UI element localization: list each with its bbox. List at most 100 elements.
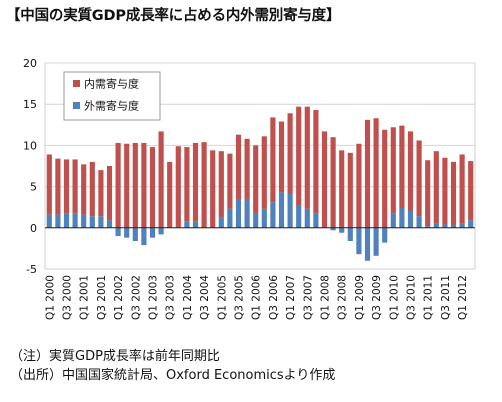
external-bar bbox=[158, 227, 164, 235]
external-bar bbox=[433, 223, 439, 228]
domestic-bar bbox=[304, 106, 310, 209]
external-bar bbox=[347, 227, 353, 241]
x-tick-label: Q3 2006 bbox=[268, 275, 280, 320]
external-bar bbox=[218, 217, 224, 228]
external-bar bbox=[81, 214, 87, 228]
external-bar bbox=[468, 220, 474, 228]
external-bar bbox=[287, 194, 293, 228]
domestic-bar bbox=[63, 159, 70, 214]
external-bar bbox=[89, 216, 95, 228]
footnote: （注）実質GDP成長率は前年同期比 bbox=[10, 349, 220, 364]
x-tick-label: Q3 2000 bbox=[62, 275, 74, 320]
external-bar bbox=[261, 208, 267, 228]
external-bar bbox=[235, 198, 242, 228]
x-tick-label: Q1 2003 bbox=[148, 275, 160, 320]
y-tick-label: 10 bbox=[23, 139, 37, 152]
external-bar bbox=[141, 227, 147, 246]
external-bar bbox=[124, 227, 130, 238]
domestic-bar bbox=[459, 154, 465, 224]
external-bar bbox=[227, 208, 233, 228]
x-axis-ticks: Q1 2000 Q3 2000 Q1 2001 Q3 2001 Q1 2002 Q3 20… bbox=[44, 275, 469, 320]
domestic-demand-bars bbox=[46, 106, 474, 228]
external-bar bbox=[296, 205, 302, 228]
external-bar bbox=[364, 227, 371, 261]
domestic-bar bbox=[89, 161, 95, 217]
domestic-bar bbox=[347, 152, 353, 228]
external-bar bbox=[72, 213, 78, 228]
legend-swatch-external bbox=[73, 102, 80, 109]
external-bar bbox=[244, 198, 250, 228]
domestic-bar bbox=[425, 160, 431, 227]
domestic-bar bbox=[433, 151, 439, 224]
domestic-bar bbox=[227, 153, 233, 209]
external-bar bbox=[55, 214, 61, 228]
external-bar bbox=[339, 227, 345, 233]
domestic-bar bbox=[210, 150, 216, 228]
x-tick-label: Q1 2004 bbox=[182, 275, 194, 320]
external-demand-bars bbox=[46, 192, 474, 261]
external-bar bbox=[63, 213, 70, 228]
external-bar bbox=[382, 227, 388, 243]
x-tick-label: Q1 2006 bbox=[251, 275, 263, 320]
x-tick-label: Q1 2002 bbox=[113, 275, 125, 320]
x-tick-label: Q1 2007 bbox=[285, 275, 297, 320]
legend-swatch-domestic bbox=[73, 80, 80, 87]
legend-label-external: 外需寄与度 bbox=[84, 99, 139, 113]
source-note: （出所）中国国家統計局、Oxford Economicsより作成 bbox=[10, 368, 336, 383]
domestic-bar bbox=[382, 129, 388, 228]
domestic-bar bbox=[313, 109, 319, 214]
domestic-bar bbox=[201, 142, 207, 228]
x-tick-label: Q1 2009 bbox=[354, 275, 366, 320]
external-bar bbox=[416, 216, 422, 228]
external-bar bbox=[106, 220, 113, 228]
x-tick-label: Q3 2011 bbox=[440, 275, 452, 320]
domestic-bar bbox=[149, 147, 156, 228]
domestic-bar bbox=[167, 161, 173, 228]
y-tick-label: 20 bbox=[23, 57, 37, 70]
external-bar bbox=[407, 210, 414, 228]
x-tick-label: Q3 2009 bbox=[371, 275, 383, 320]
x-tick-label: Q1 2010 bbox=[388, 275, 400, 320]
domestic-bar bbox=[244, 138, 250, 199]
external-bar bbox=[304, 208, 310, 228]
domestic-bar bbox=[158, 131, 164, 228]
external-bar bbox=[149, 227, 156, 238]
domestic-bar bbox=[270, 117, 276, 203]
domestic-bar bbox=[124, 143, 130, 228]
external-bar bbox=[450, 224, 457, 228]
x-tick-label: Q1 2012 bbox=[457, 275, 469, 320]
domestic-bar bbox=[192, 142, 199, 222]
x-tick-label: Q3 2005 bbox=[234, 275, 246, 320]
x-tick-label: Q3 2010 bbox=[406, 275, 418, 320]
domestic-bar bbox=[399, 125, 405, 209]
external-bar bbox=[184, 221, 190, 228]
domestic-bar bbox=[364, 119, 371, 228]
external-bar bbox=[46, 214, 52, 228]
domestic-bar bbox=[72, 159, 78, 214]
x-tick-label: Q3 2008 bbox=[337, 275, 349, 320]
domestic-bar bbox=[468, 161, 474, 221]
domestic-bar bbox=[132, 142, 138, 228]
domestic-bar bbox=[278, 121, 285, 193]
x-tick-label: Q1 2005 bbox=[216, 275, 228, 320]
domestic-bar bbox=[416, 140, 422, 217]
domestic-bar bbox=[287, 113, 293, 195]
domestic-bar bbox=[115, 142, 121, 228]
domestic-bar bbox=[141, 142, 147, 228]
external-bar bbox=[98, 216, 104, 228]
x-tick-label: Q3 2003 bbox=[165, 275, 177, 320]
domestic-bar bbox=[184, 147, 190, 222]
x-tick-label: Q1 2000 bbox=[44, 275, 56, 320]
y-tick-label: 5 bbox=[30, 181, 37, 194]
domestic-bar bbox=[98, 170, 104, 217]
external-bar bbox=[330, 227, 336, 231]
x-tick-label: Q1 2011 bbox=[423, 275, 435, 320]
y-axis-ticks: -5 0 5 10 15 20 bbox=[23, 57, 37, 276]
external-bar bbox=[313, 213, 319, 228]
x-tick-label: Q1 2001 bbox=[79, 275, 91, 320]
legend: 内需寄与度 外需寄与度 bbox=[63, 71, 161, 121]
external-bar bbox=[278, 192, 285, 228]
y-tick-label: 0 bbox=[30, 222, 37, 235]
domestic-bar bbox=[339, 150, 345, 228]
